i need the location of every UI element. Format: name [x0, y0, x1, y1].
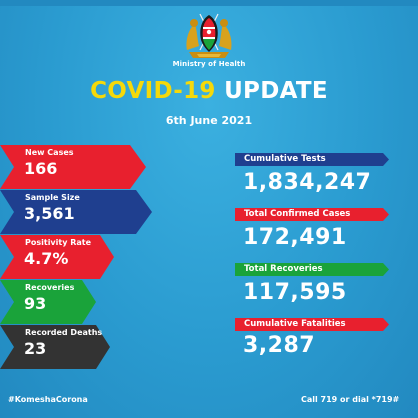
- recorded-deaths-value: 23: [24, 339, 47, 358]
- total-confirmed-label: Total Confirmed Cases: [244, 209, 351, 219]
- cumulative-fatalities-header: Cumulative Fatalities: [235, 318, 389, 331]
- recoveries-tile: Recoveries 93: [0, 280, 152, 324]
- kenya-coat-of-arms-icon: [186, 13, 232, 58]
- cumulative-fatalities-value: 3,287: [243, 333, 316, 358]
- cumulative-tests-label: Cumulative Tests: [244, 154, 326, 164]
- ministry-label: Ministry of Health: [172, 60, 246, 68]
- new-cases-tile: New Cases 166: [0, 145, 152, 189]
- header-bar-shape: [235, 318, 389, 331]
- cumulative-fatalities-label: Cumulative Fatalities: [244, 319, 346, 329]
- recorded-deaths-label: Recorded Deaths: [25, 328, 103, 337]
- recoveries-value: 93: [24, 294, 47, 313]
- tile-arrow-shape: [0, 145, 146, 189]
- sample-size-label: Sample Size: [25, 193, 80, 202]
- top-band: [0, 0, 418, 6]
- cumulative-tests-value: 1,834,247: [243, 170, 372, 195]
- positivity-rate-label: Positivity Rate: [25, 238, 92, 247]
- total-recoveries-value: 117,595: [243, 280, 347, 305]
- total-recoveries-label: Total Recoveries: [244, 264, 323, 274]
- new-cases-label: New Cases: [25, 148, 74, 157]
- tile-arrow-shape: [0, 325, 110, 369]
- positivity-rate-value: 4.7%: [24, 249, 69, 268]
- report-date: 6th June 2021: [165, 114, 253, 127]
- new-cases-value: 166: [24, 159, 58, 178]
- tile-arrow-shape: [0, 235, 114, 279]
- total-confirmed-value: 172,491: [243, 225, 347, 250]
- sample-size-value: 3,561: [24, 204, 75, 223]
- title-covid: COVID-19: [90, 78, 216, 104]
- sample-size-tile: Sample Size 3,561: [0, 190, 152, 234]
- total-confirmed-header: Total Confirmed Cases: [235, 208, 389, 221]
- cumulative-tests-header: Cumulative Tests: [235, 153, 389, 166]
- hotline-label: Call 719 or dial *719#: [301, 395, 400, 404]
- recorded-deaths-tile: Recorded Deaths 23: [0, 325, 152, 369]
- header-bar-shape: [235, 153, 389, 166]
- title-update: UPDATE: [224, 78, 328, 104]
- hashtag-label: #KomeshaCorona: [8, 395, 88, 404]
- total-recoveries-header: Total Recoveries: [235, 263, 389, 276]
- positivity-rate-tile: Positivity Rate 4.7%: [0, 235, 152, 279]
- tile-arrow-shape: [0, 280, 96, 324]
- header-bar-shape: [235, 263, 389, 276]
- header-bar-shape: [235, 208, 389, 221]
- page-title: COVID-19 UPDATE: [0, 78, 418, 104]
- tile-arrow-shape: [0, 190, 152, 234]
- recoveries-label: Recoveries: [25, 283, 75, 292]
